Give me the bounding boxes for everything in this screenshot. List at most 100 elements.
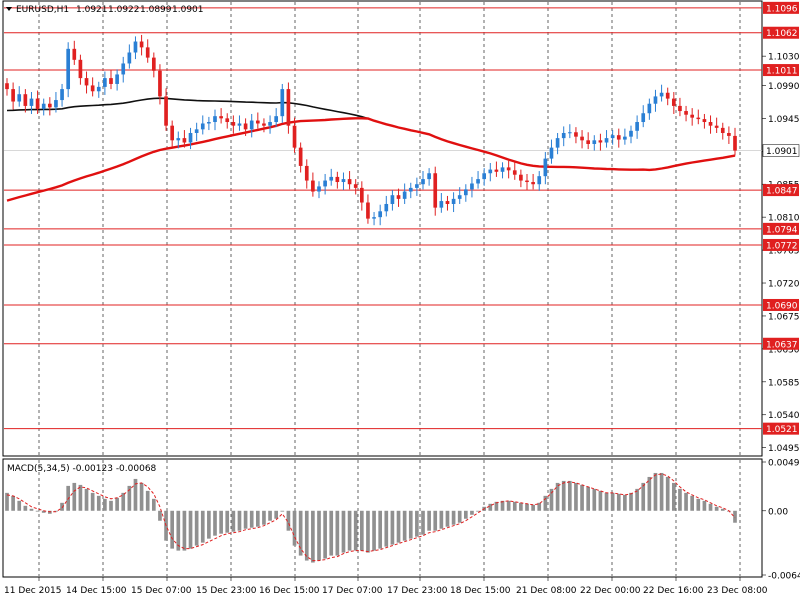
macd-bar [396, 510, 401, 543]
macd-bar [604, 492, 609, 511]
symbol-dropdown-icon[interactable] [6, 7, 12, 11]
candle-body [311, 180, 315, 192]
macd-bar [531, 504, 535, 511]
candle-body [47, 103, 52, 108]
candle-body [635, 122, 639, 131]
candle-body [121, 63, 126, 75]
macd-bar [537, 502, 542, 511]
candle-body [506, 167, 511, 171]
candlesticks [5, 34, 737, 226]
price-tick-label: 1.0945 [768, 115, 800, 125]
time-tick-label: 23 Dec 08:00 [707, 586, 768, 596]
candle-body [378, 211, 383, 218]
candle-body [274, 116, 279, 123]
candle-body [574, 132, 578, 137]
macd-bar [653, 472, 658, 511]
macd-bar [60, 502, 64, 511]
current-price-box [762, 144, 800, 157]
macd-bar [561, 480, 566, 511]
level-label: 1.0847 [766, 187, 798, 197]
macd-bar [525, 503, 529, 511]
macd-bar [188, 510, 193, 549]
price-tick-label: 1.0810 [768, 214, 800, 224]
macd-panel-frame [2, 458, 763, 578]
candle-body [35, 98, 40, 109]
macd-bar [219, 510, 223, 534]
candle-body [690, 114, 695, 118]
macd-bar [54, 510, 58, 512]
price-tick-label: 1.0765 [768, 247, 800, 257]
macd-bar [567, 480, 572, 511]
macd-bar [390, 510, 395, 545]
level-label-box [763, 422, 799, 435]
macd-bar [225, 510, 230, 533]
macd-bar [335, 510, 340, 556]
level-label: 1.1062 [766, 29, 798, 39]
candle-body [623, 136, 627, 140]
macd-bar [549, 488, 554, 511]
candle-body [714, 125, 719, 128]
ohlc-close: 1.0901 [172, 5, 204, 15]
time-tick-label: 22 Dec 16:00 [643, 586, 704, 596]
candle-body [127, 52, 132, 64]
time-tick-label: 22 Dec 00:00 [580, 586, 641, 596]
time-tick-label: 15 Dec 23:00 [196, 586, 257, 596]
macd-bar [402, 510, 407, 541]
candle-body [433, 173, 438, 208]
macd-bar [366, 510, 370, 553]
macd-bar [421, 510, 425, 535]
time-tick-label: 18 Dec 15:00 [450, 586, 511, 596]
macd-bar [629, 492, 633, 511]
candle-body [66, 48, 71, 90]
level-label-box [763, 184, 799, 197]
macd-bar [647, 476, 652, 511]
candle-body [439, 201, 444, 208]
macd-bar [35, 510, 40, 512]
macd-bar [207, 510, 211, 539]
ohlc-open: 1.0921 [76, 5, 108, 15]
macd-bar [506, 500, 511, 511]
price-tick-label: 1.1030 [768, 53, 800, 63]
macd-bar [176, 510, 181, 551]
candle-body [304, 165, 309, 181]
candle-body [237, 123, 242, 126]
time-axis: 11 Dec 2015 14 Dec 15:00 15 Dec 07:00 15 De… [4, 577, 768, 596]
candle-body [561, 132, 566, 139]
time-tick-label: 17 Dec 07:00 [322, 586, 383, 596]
symbol-label: EURUSD,H1 [16, 5, 69, 15]
macd-bar [427, 510, 431, 531]
candle-body [170, 125, 175, 141]
candle-body [592, 140, 597, 144]
candle-body [249, 120, 254, 130]
candle-body [243, 123, 248, 130]
macd-bar [41, 510, 46, 513]
level-label: 1.0521 [766, 425, 798, 435]
macd-bar [23, 505, 28, 511]
macd-bar [329, 510, 334, 556]
macd-bar [151, 498, 156, 511]
time-tick-label: 16 Dec 15:00 [259, 586, 320, 596]
candle-body [323, 180, 327, 187]
macd-bar [103, 498, 107, 511]
candle-body [733, 135, 737, 151]
macd-bar [439, 510, 444, 529]
macd-bar [659, 472, 664, 511]
candle-body [665, 92, 670, 99]
level-label: 1.1011 [766, 67, 798, 77]
price-tick-label: 1.0540 [768, 411, 800, 421]
candle-body [78, 59, 83, 79]
ma-red-line [6, 117, 736, 202]
candle-body [702, 119, 707, 123]
macd-bar [286, 510, 291, 531]
candle-body [647, 103, 652, 114]
macd-bar [463, 510, 468, 519]
macd-bar [249, 510, 254, 528]
macd-bar [445, 510, 450, 527]
macd-bar [170, 510, 175, 549]
candle-body [115, 74, 119, 84]
macd-bar [384, 510, 389, 547]
candle-body [5, 83, 9, 90]
candle-body [90, 85, 95, 92]
macd-bar [353, 510, 358, 551]
candle-body [531, 182, 535, 185]
